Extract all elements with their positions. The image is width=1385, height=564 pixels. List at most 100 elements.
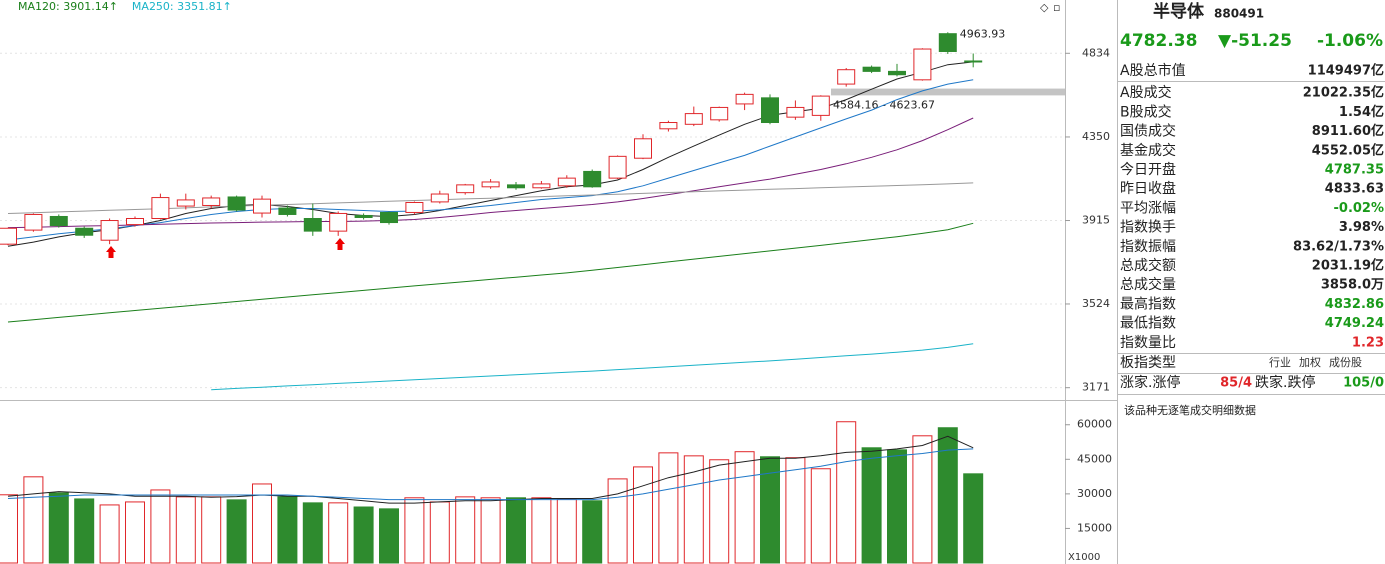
row-label: A股成交: [1120, 84, 1172, 101]
volume-bar: [48, 492, 69, 564]
row-value: 4832.86: [1325, 297, 1384, 312]
volume-bar: [556, 498, 577, 564]
volume-bar: [912, 435, 933, 564]
row-value: 4787.35: [1325, 163, 1384, 178]
volume-bar: [582, 500, 603, 564]
type-option[interactable]: 行业: [1269, 356, 1291, 369]
row-label: 国债成交: [1120, 123, 1176, 140]
row-label: 指数换手: [1120, 219, 1176, 236]
row-label: 今日开盘: [1120, 161, 1176, 178]
volume-bar: [0, 494, 18, 564]
volume-bar: [658, 452, 679, 564]
candle-body: [837, 69, 856, 85]
high-label: 4963.93: [960, 27, 1006, 40]
row-label: 最高指数: [1120, 295, 1176, 312]
candle-body: [253, 198, 271, 214]
volume-bar: [861, 447, 882, 564]
volume-bar: [937, 427, 958, 564]
volume-ma-line: [7, 435, 974, 504]
candle-body: [405, 201, 424, 213]
row-value: 8911.60亿: [1312, 123, 1384, 139]
legend-entry: MA250: 3351.81↑: [132, 0, 232, 13]
candle-body: [329, 212, 348, 232]
volume-bar: [201, 496, 222, 564]
volume-bar: [887, 449, 907, 564]
type-label: 板指类型: [1120, 355, 1176, 371]
candle-body: [735, 93, 754, 105]
volume-bar: [633, 466, 653, 564]
candle-body: [811, 95, 830, 116]
row-label: 基金成交: [1120, 142, 1176, 159]
volume-bar: [480, 497, 501, 564]
volume-bar: [175, 496, 196, 564]
ma-line: [7, 79, 974, 241]
index-code: 880491: [1214, 7, 1264, 21]
row-value: 83.62/1.73%: [1293, 239, 1384, 254]
volume-bar: [99, 504, 120, 564]
candle-body: [557, 177, 576, 187]
y-tick-label: 15000: [1077, 521, 1112, 534]
volume-bar: [760, 456, 780, 564]
volume-bar: [23, 476, 44, 564]
signal-arrow: [335, 238, 345, 250]
candle-body: [456, 184, 475, 194]
volume-bar: [506, 497, 526, 564]
volume-bar: [353, 506, 374, 564]
type-option[interactable]: 成份股: [1329, 356, 1362, 369]
y-tick-label: 3524: [1082, 297, 1110, 310]
volume-ma-line: [7, 448, 974, 501]
candle-body: [380, 211, 398, 224]
row-value: 1149497亿: [1308, 63, 1384, 79]
row-label: 指数量比: [1120, 335, 1176, 351]
diamond-icon[interactable]: ◇: [1040, 1, 1049, 14]
y-tick-label: 4834: [1082, 46, 1110, 59]
candle-body: [507, 184, 525, 189]
row-label: 总成交额: [1120, 257, 1176, 274]
row-label: 平均涨幅: [1120, 200, 1176, 216]
row-label: 总成交量: [1120, 276, 1176, 293]
window-icon[interactable]: ▫: [1053, 1, 1060, 14]
candle-body: [862, 66, 881, 72]
volume-bar: [328, 502, 349, 564]
volume-bar: [74, 498, 95, 564]
candle-body: [126, 217, 144, 226]
row-value: 4749.24: [1325, 316, 1384, 331]
y-tick-label: 3171: [1082, 381, 1110, 394]
ma-line: [7, 117, 974, 229]
candle-body: [684, 113, 703, 125]
row-label: A股总市值: [1120, 62, 1186, 79]
volume-bar: [785, 457, 806, 564]
candle-body: [202, 197, 221, 206]
signal-arrow: [106, 246, 116, 258]
y-tick-label: 3915: [1082, 214, 1110, 227]
candle-body: [634, 138, 652, 159]
volume-bar: [150, 489, 171, 564]
y-tick-label: 60000: [1077, 418, 1112, 431]
row-value: 1.23: [1352, 335, 1384, 350]
change-pct: -1.06%: [1317, 31, 1383, 51]
candle-body: [176, 199, 195, 207]
candle-body: [888, 70, 906, 76]
volume-bar: [226, 499, 247, 564]
volume-bar: [683, 455, 704, 564]
candle-body: [761, 97, 779, 124]
ma-line: [211, 343, 974, 391]
row-value: 3858.0万: [1321, 278, 1384, 293]
row-label: B股成交: [1120, 103, 1172, 120]
y-tick-label: 30000: [1077, 487, 1112, 500]
candle-body: [303, 217, 322, 232]
price-band: [831, 88, 1065, 96]
ma-line: [7, 222, 974, 323]
volume-bar: [252, 483, 272, 564]
volume-bar: [379, 508, 399, 564]
unit-label: X1000: [1068, 552, 1100, 563]
price: 4782.38: [1120, 31, 1197, 51]
volume-bar: [607, 478, 628, 564]
up-label: 涨家.涨停: [1120, 374, 1180, 391]
type-option[interactable]: 加权: [1299, 356, 1321, 369]
volume-bar: [277, 496, 298, 564]
row-value: 2031.19亿: [1312, 258, 1384, 274]
row-value: 3.98%: [1339, 220, 1384, 235]
candle-body: [608, 155, 627, 179]
